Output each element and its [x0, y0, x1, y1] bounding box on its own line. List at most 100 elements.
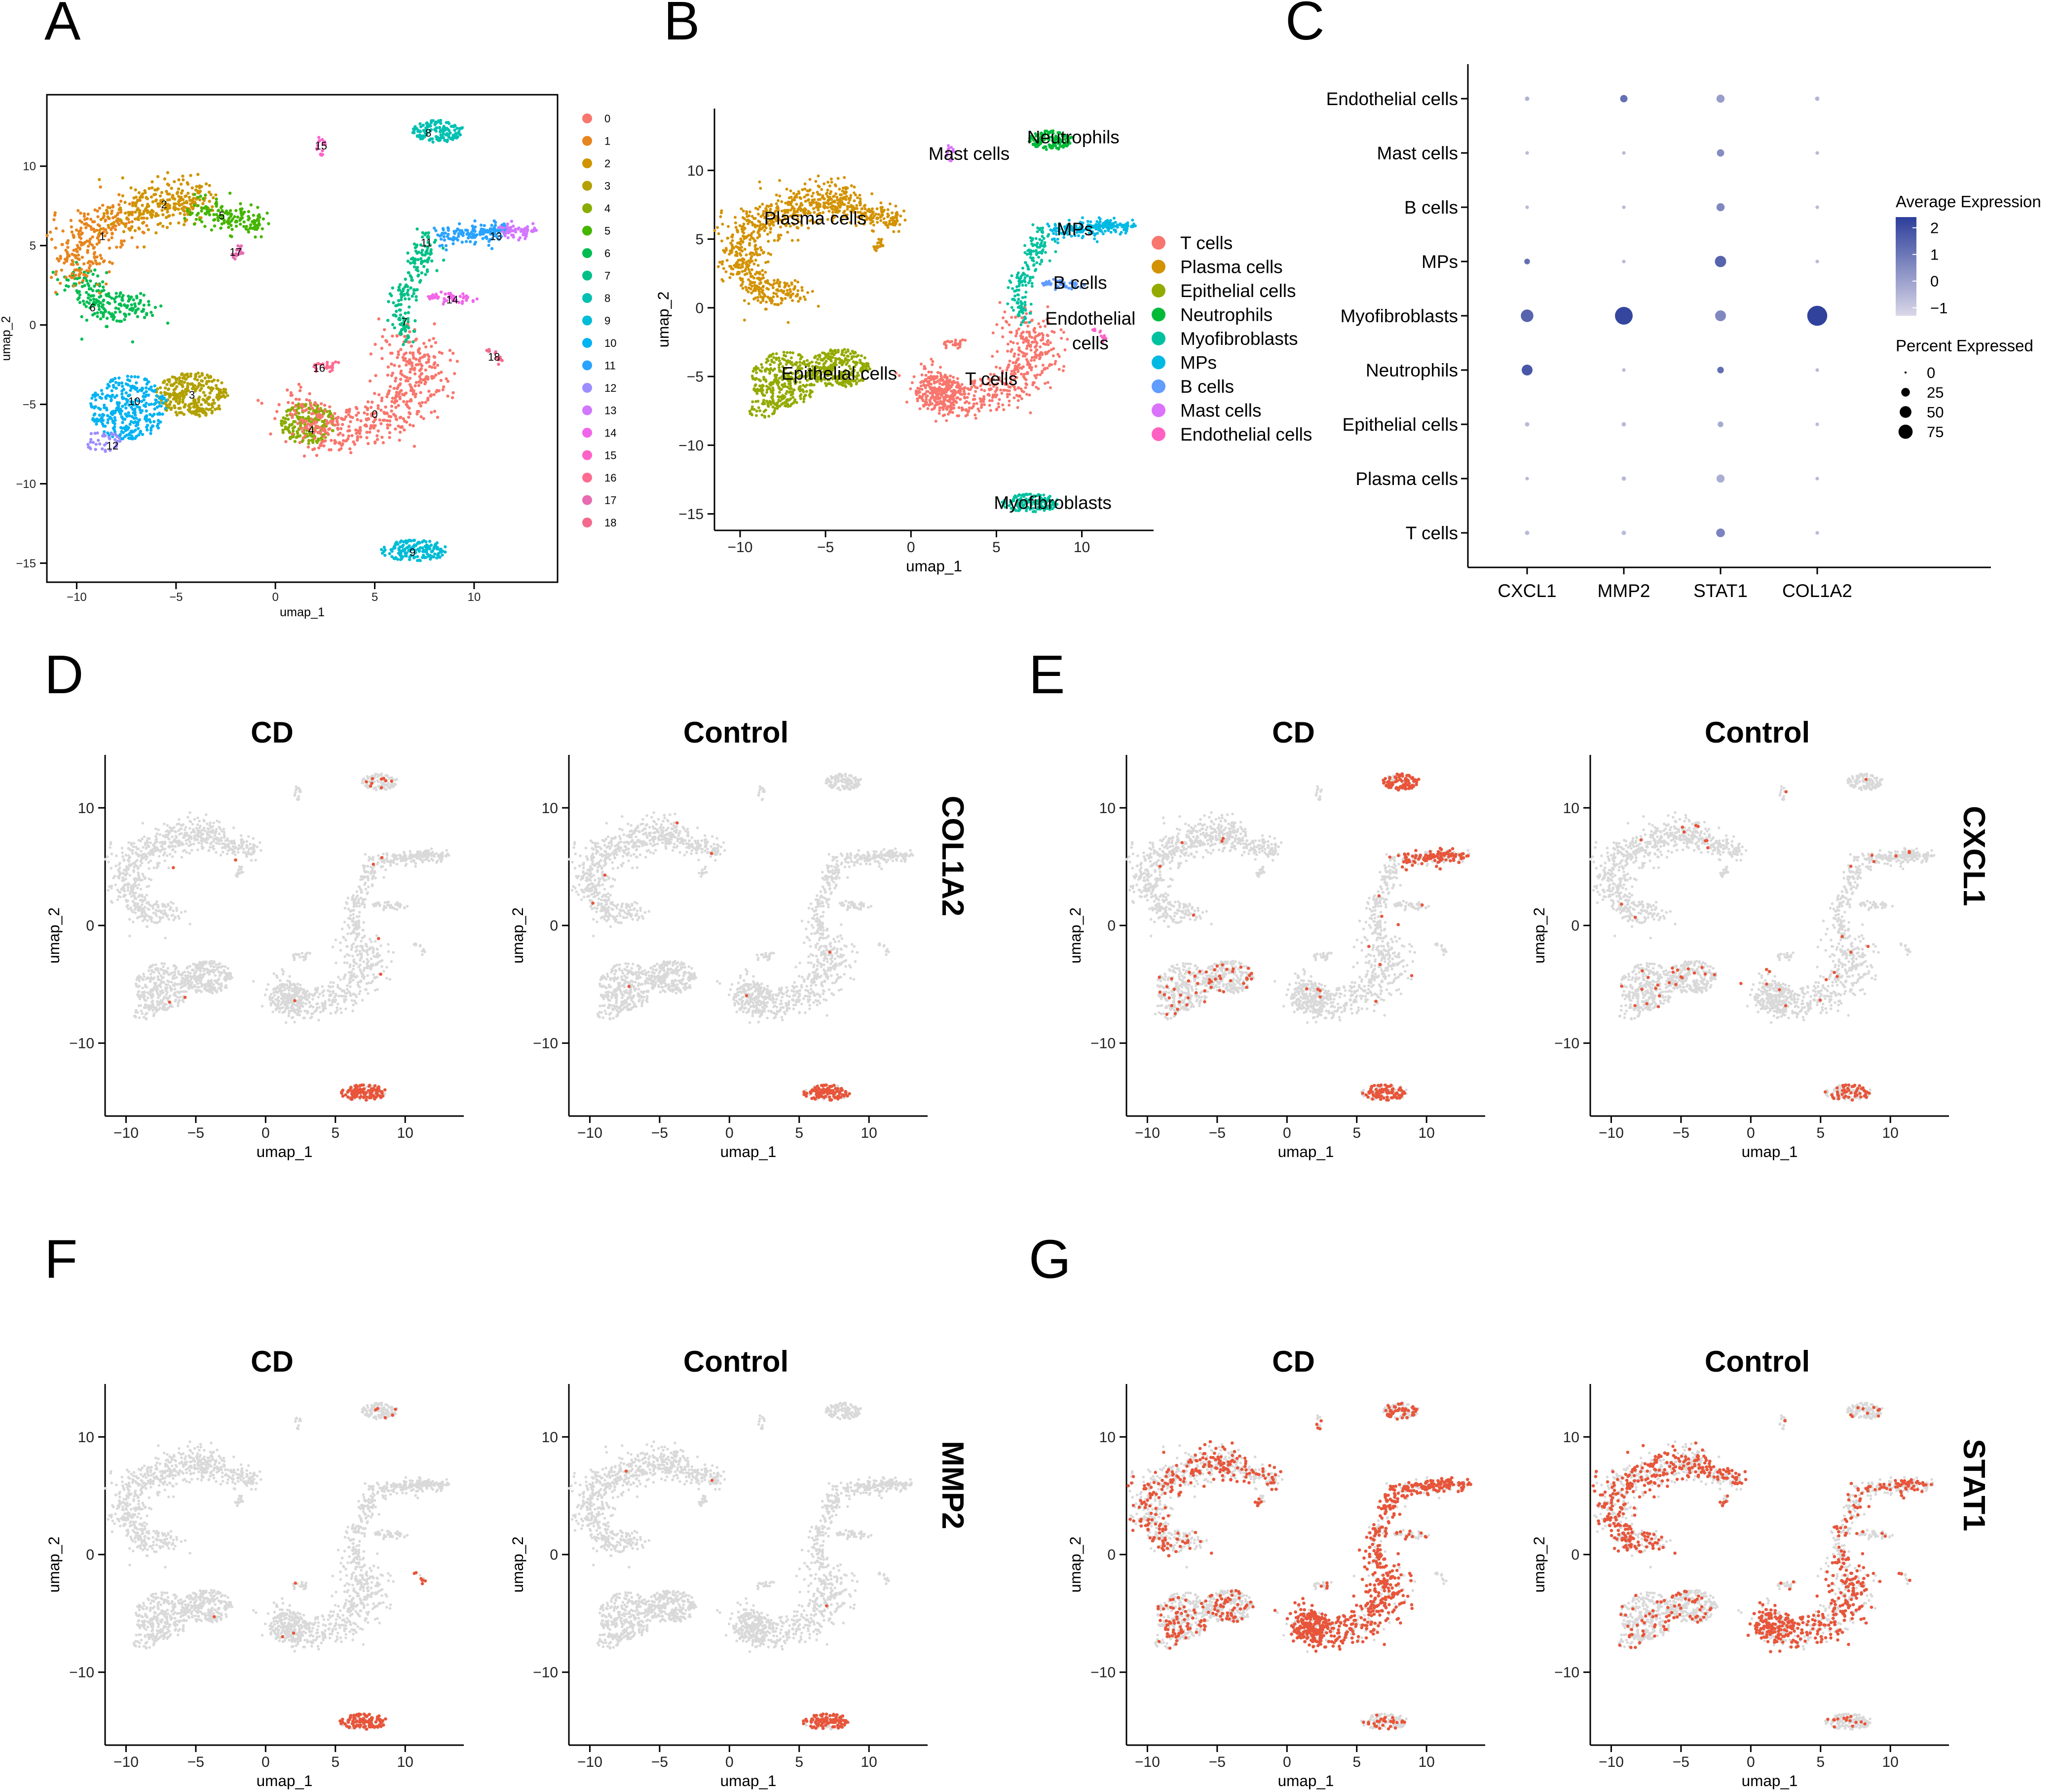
cell-point [207, 380, 210, 383]
cell-point [355, 406, 358, 409]
cell-point [170, 383, 173, 386]
cell-point [398, 289, 401, 292]
cell-point [340, 417, 343, 420]
cell-point [291, 402, 294, 405]
cell-point [104, 434, 107, 437]
cell-point [85, 274, 88, 277]
cell-point [289, 437, 292, 440]
cell-point [307, 442, 310, 445]
cell-point [180, 411, 183, 414]
cell-point [101, 448, 104, 450]
cell-point [95, 422, 98, 425]
cell-point [298, 383, 300, 386]
cell-point [323, 435, 326, 438]
cell-point [389, 292, 392, 295]
cell-point [50, 238, 53, 241]
cell-point [114, 228, 117, 231]
cell-point [84, 226, 87, 229]
cell-point [129, 389, 132, 392]
cell-point [406, 292, 409, 295]
cell-point [296, 430, 299, 433]
cell-point [114, 311, 117, 314]
cell-point [150, 186, 153, 189]
cell-point [196, 204, 199, 207]
cell-point [130, 236, 133, 239]
cell-point [235, 224, 238, 227]
cell-point [189, 382, 192, 385]
cell-point [425, 252, 428, 255]
y-tick-label: −15 [16, 557, 36, 570]
cell-point [66, 251, 69, 254]
cell-point [420, 364, 423, 367]
cell-point [146, 217, 149, 220]
cell-point [446, 395, 449, 398]
cell-point [216, 393, 219, 396]
cell-point [124, 403, 127, 406]
x-tick-label: −5 [169, 591, 183, 604]
cell-point [120, 299, 123, 301]
cell-point [103, 212, 106, 215]
cell-point [102, 312, 105, 315]
cell-point [134, 229, 137, 232]
cell-point [149, 413, 151, 416]
cell-point [192, 406, 195, 409]
cell-point [327, 433, 330, 436]
cell-point [339, 447, 342, 450]
cell-point [294, 420, 297, 423]
cell-point [275, 410, 278, 413]
cell-point [107, 238, 110, 241]
cell-point [117, 376, 120, 379]
cell-point [106, 386, 109, 389]
cell-point [143, 245, 146, 248]
cell-point [126, 374, 129, 377]
cell-point [194, 375, 197, 378]
cell-point [79, 233, 82, 236]
cell-point [129, 187, 132, 189]
cell-point [87, 245, 90, 248]
cell-point [388, 436, 391, 439]
cell-point [341, 423, 344, 426]
cell-point [103, 404, 106, 407]
cell-point [91, 235, 94, 238]
cell-point [104, 308, 107, 311]
cell-point [196, 173, 199, 176]
cell-point [208, 200, 211, 203]
cell-point [147, 228, 150, 231]
cell-point [180, 183, 183, 186]
cell-point [386, 373, 389, 376]
cell-point [108, 311, 111, 314]
cell-point [89, 218, 92, 221]
cell-point [160, 191, 163, 194]
cell-point [120, 242, 123, 245]
cell-point [402, 289, 405, 292]
cell-point [82, 242, 85, 245]
cell-point [93, 419, 96, 422]
cell-point [91, 417, 94, 420]
cell-point [86, 217, 89, 220]
cell-point [256, 206, 259, 209]
cell-point [416, 363, 419, 366]
cell-point [284, 427, 287, 430]
cell-point [102, 260, 105, 263]
cell-point [400, 389, 403, 392]
cell-point [93, 251, 96, 254]
cell-point [323, 404, 326, 407]
cell-point [449, 359, 452, 362]
cell-point [98, 292, 101, 295]
cell-point [424, 401, 427, 404]
cell-point [358, 432, 361, 435]
cell-point [490, 247, 493, 250]
cell-point [386, 319, 389, 322]
cell-point [381, 335, 384, 338]
cell-point [93, 256, 96, 259]
cell-point [136, 207, 139, 210]
cell-point [285, 410, 288, 412]
cell-point [465, 240, 468, 243]
cell-point [115, 296, 118, 299]
cell-point [407, 289, 410, 292]
cell-point [394, 304, 397, 307]
cell-point [226, 394, 229, 397]
cell-point [394, 396, 397, 399]
cell-point [461, 241, 464, 244]
cell-point [78, 290, 81, 293]
